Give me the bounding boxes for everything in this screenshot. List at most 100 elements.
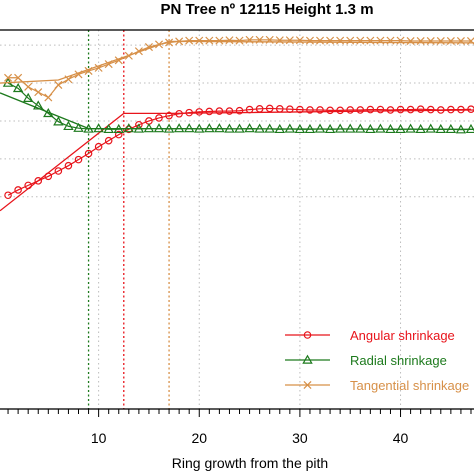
data-point-radial [405,123,416,133]
data-point-angular [104,136,113,145]
data-point-radial [385,123,396,134]
data-point-radial [344,123,356,133]
data-point-radial [395,123,406,134]
marker-stroke [245,35,254,44]
data-point-radial [12,82,24,93]
observed-line-radial [7,82,472,131]
marker-stroke [14,73,23,82]
data-point-angular [235,106,244,115]
data-point-radial [173,123,185,133]
data-point-tangential [104,60,113,69]
marker-stroke [336,36,345,45]
marker-stroke [195,36,204,45]
data-point-radial [22,92,34,102]
data-point-angular [195,108,204,116]
data-point-angular [326,106,334,115]
data-point-tangential [185,36,194,45]
marker-stroke [303,380,312,390]
data-point-radial [163,123,175,133]
data-point-tangential [245,35,254,44]
marker-stroke [386,36,395,45]
marker-stroke [94,63,103,72]
data-point-angular [245,105,254,114]
reference-lines [87,30,170,409]
marker-stroke [154,40,164,49]
x-tick-label: 30 [292,430,308,446]
data-point-tangential [4,73,13,82]
data-point-tangential [165,38,174,47]
data-point-radial [445,123,457,134]
data-point-radial [224,123,235,133]
marker-stroke [134,47,143,56]
marker-stroke [24,82,33,91]
marker-stroke [34,88,43,97]
marker-stroke [114,56,123,65]
data-point-angular [396,105,405,114]
data-point-tangential [134,47,143,56]
data-point-tangential [175,37,184,46]
marker-stroke [144,43,153,52]
data-point-tangential [205,36,214,45]
marker-stroke [396,36,405,45]
data-point-tangential [386,36,395,45]
data-point-radial [284,123,296,133]
data-point-tangential [466,36,474,46]
data-point-angular [175,109,183,118]
data-point-tangential [144,43,153,52]
data-point-tangential [44,93,53,102]
data-point-radial [43,107,54,118]
data-point-angular [94,142,103,151]
data-point-tangential [326,36,335,45]
marker-stroke [235,36,244,45]
data-point-angular [306,106,314,114]
series-angular [0,104,474,212]
data-point-angular [275,105,284,113]
data-point-radial [244,123,255,133]
data-point-radial [93,123,104,133]
data-point-angular [34,177,43,185]
marker-stroke [356,36,365,45]
data-point-tangential [225,36,234,45]
legend: Angular shrinkage Radial shrinkage Tangent… [285,328,469,393]
data-point-angular [336,106,344,115]
data-point-radial [264,123,275,133]
data-point-tangential [336,36,345,45]
data-point-radial [53,116,64,126]
chart-title: PN Tree nº 12115 Height 1.3 m [160,1,373,18]
data-point-angular [366,105,375,114]
marker-stroke [44,93,53,102]
data-point-tangential [265,35,274,44]
data-point-radial [73,122,84,132]
data-point-angular [114,130,123,139]
data-point-angular [205,107,214,116]
data-point-radial [274,123,286,134]
marker-stroke [275,36,284,45]
data-point-angular [155,114,163,122]
data-point-angular [135,120,143,129]
series-tangential [0,35,474,102]
data-point-tangential [94,63,103,72]
marker-stroke [225,36,234,45]
data-point-radial [334,123,346,133]
x-axis: 10 20 30 40 [7,409,472,446]
legend-item-angular: Angular shrinkage [285,328,455,343]
data-point-tangential [456,36,465,46]
data-point-angular [286,105,294,114]
data-point-angular [74,155,83,164]
x-tick-label: 10 [91,430,107,446]
marker-stroke [54,80,63,89]
data-point-tangential [34,88,43,97]
data-point-angular [64,161,73,170]
marker-stroke [185,36,194,45]
data-point-angular [255,105,264,113]
data-point-angular [215,107,224,115]
marker-stroke [366,36,375,45]
data-point-radial [63,120,74,131]
marker-stroke [205,36,214,45]
legend-label: Angular shrinkage [350,328,455,343]
data-point-radial [365,123,376,134]
data-point-radial [254,123,265,133]
data-point-tangential [24,82,33,91]
data-point-tangential [64,75,73,84]
